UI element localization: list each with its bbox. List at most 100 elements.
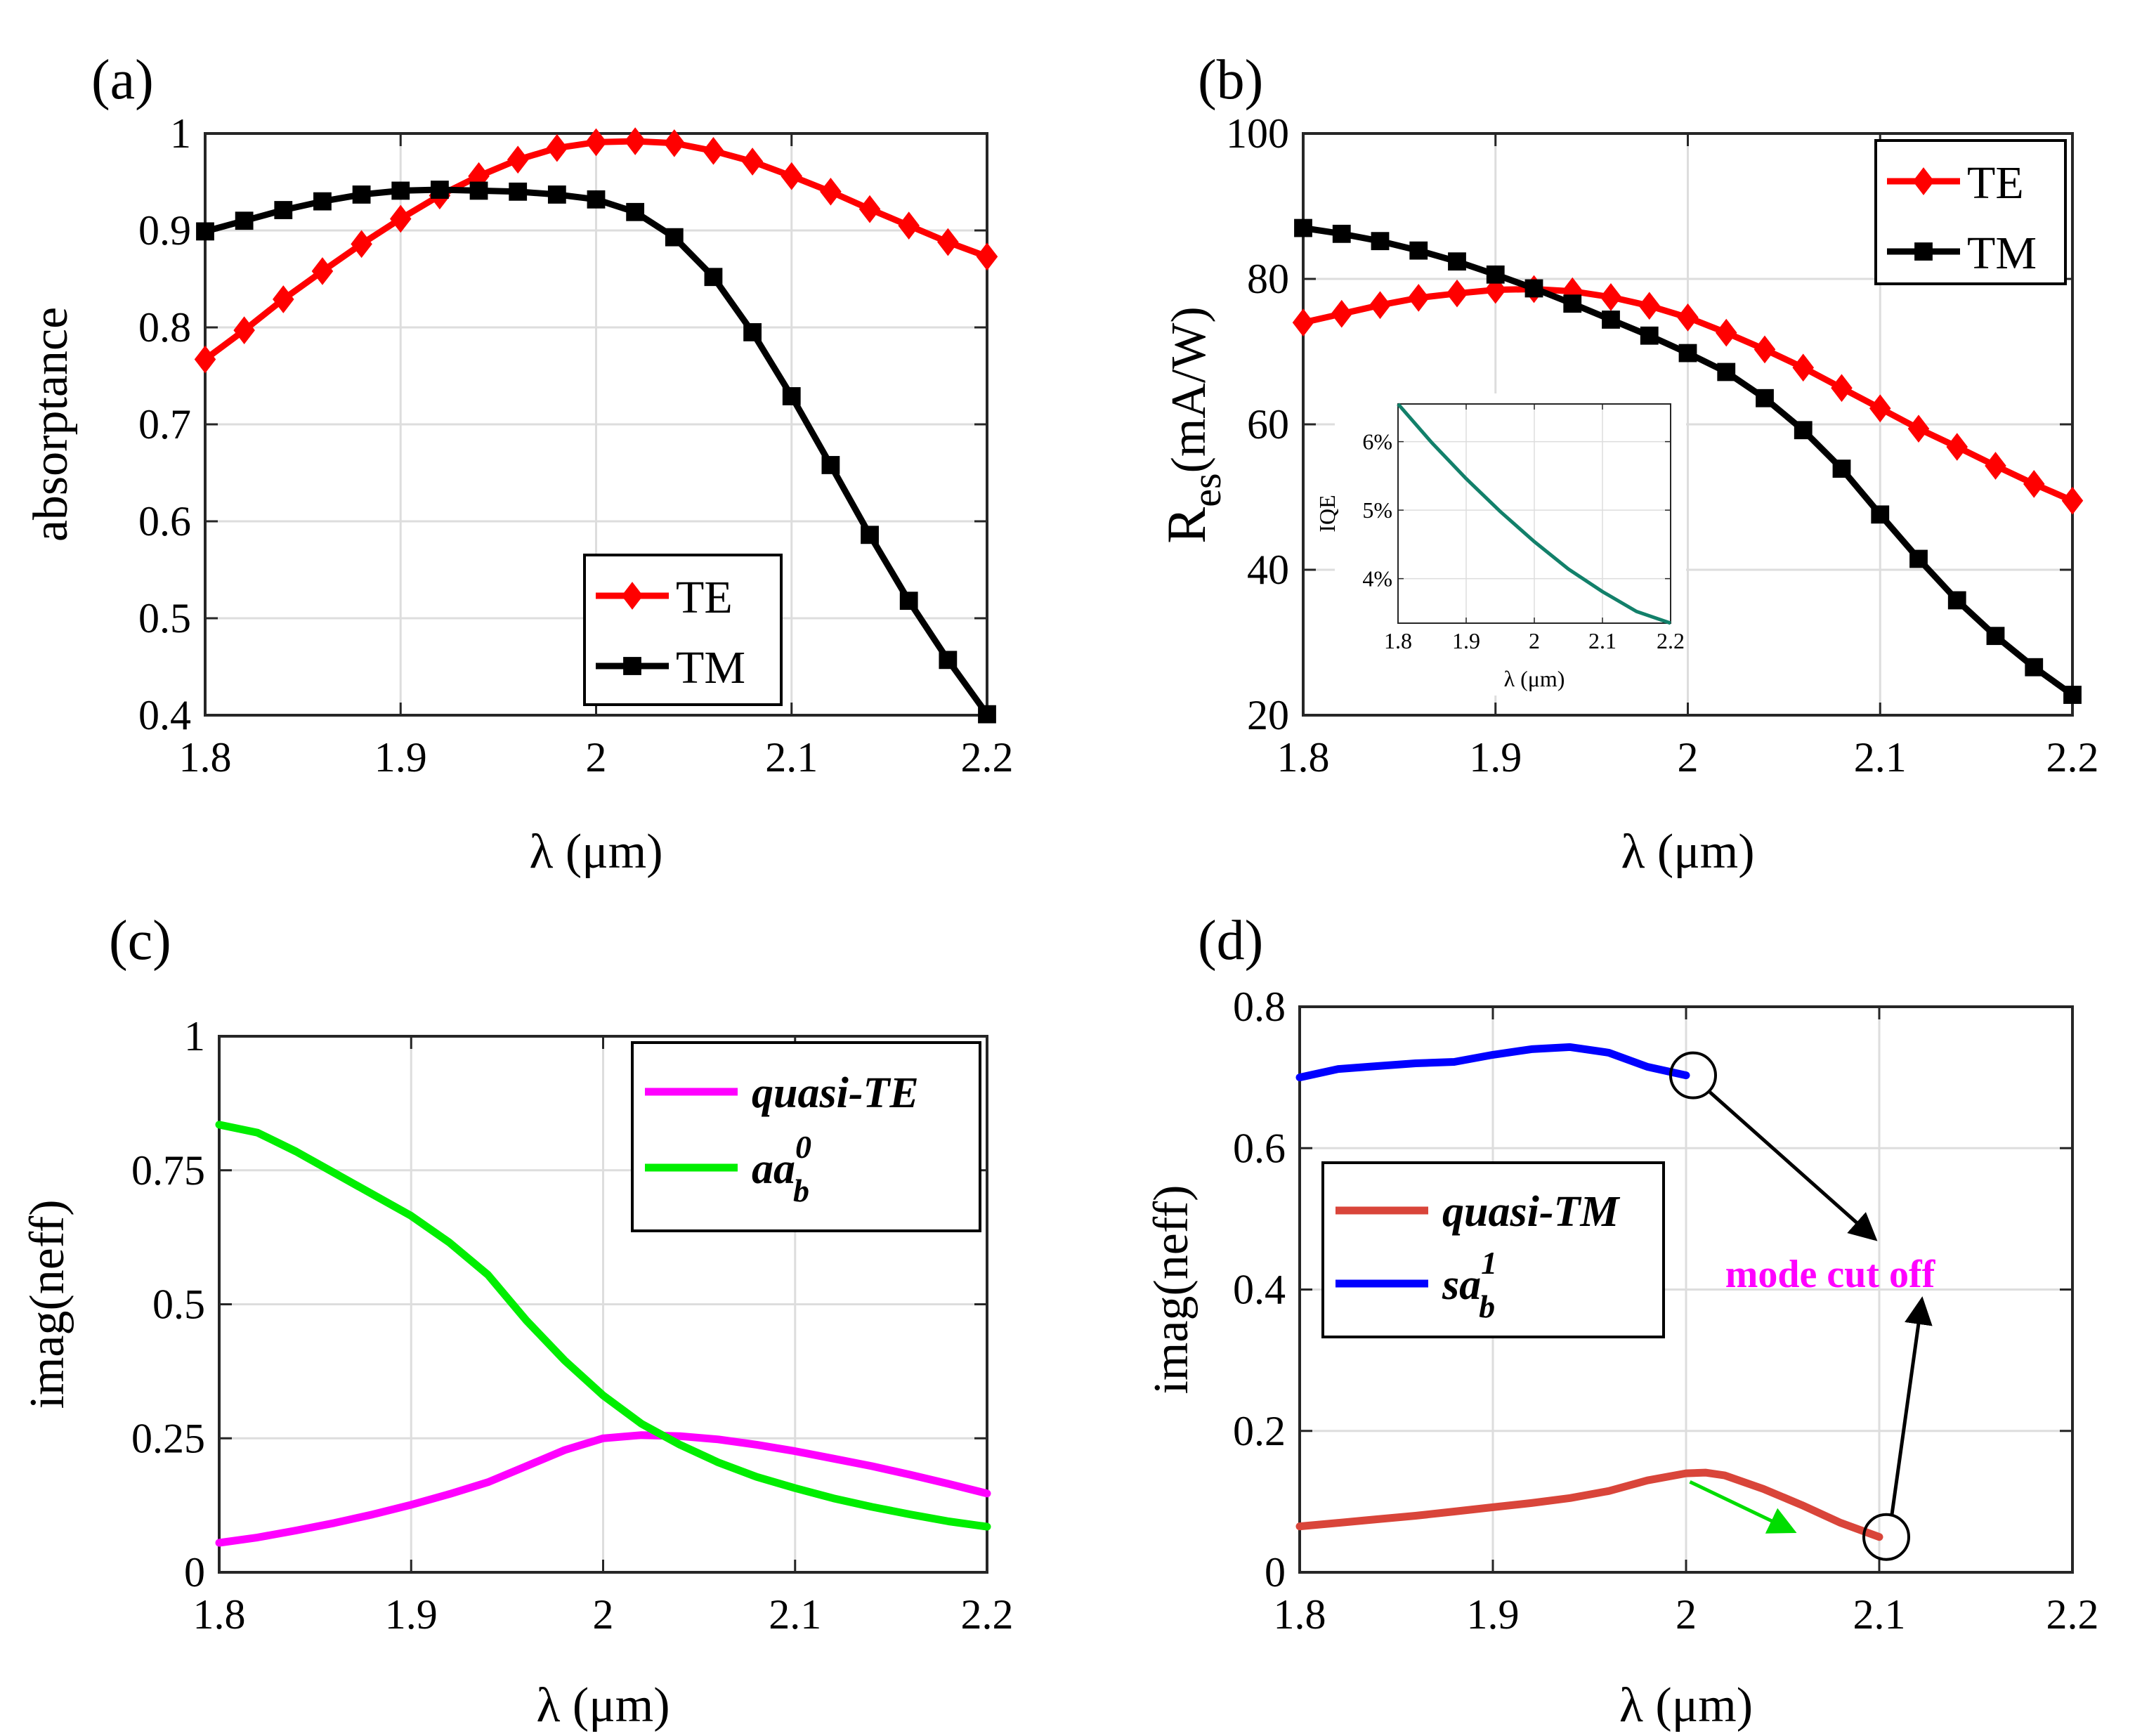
y-axis-label: Res(mA/W)	[1156, 306, 1229, 544]
data-point-TE	[1600, 283, 1622, 311]
data-point-TM	[2025, 658, 2044, 677]
y-tick-label: 0.75	[131, 1147, 205, 1194]
axes-frame	[1397, 403, 1671, 624]
x-tick-label: 1.9	[1452, 628, 1480, 653]
legend-label-quasi-TE: quasi-TE	[752, 1069, 919, 1117]
legend-label-sup: 0	[795, 1129, 811, 1165]
data-point-TE	[1407, 284, 1430, 312]
panel-label-d: (d)	[1198, 910, 1263, 972]
y-tick-label: 0	[184, 1549, 205, 1595]
data-point-TE	[898, 211, 920, 240]
y-axis-label: imag(neff)	[20, 1199, 74, 1409]
y-tick-label: 20	[1247, 692, 1289, 738]
data-point-TE	[1907, 415, 1930, 443]
data-point-TM	[391, 181, 410, 200]
x-tick-label: 2	[1529, 628, 1540, 653]
data-point-TE	[1754, 335, 1776, 364]
legend-box	[1874, 139, 2067, 285]
data-point-TM	[1909, 549, 1928, 568]
annotation-arrow	[1890, 1296, 1933, 1515]
data-point-TM	[1717, 363, 1736, 381]
data-point-TM	[1640, 326, 1659, 345]
data-point-TE	[663, 129, 686, 157]
axes-frame	[218, 1035, 988, 1574]
y-tick-label: 0.4	[138, 692, 191, 738]
data-point-TM	[782, 387, 801, 405]
panel-label-c: (c)	[109, 910, 171, 972]
data-point-TE	[624, 127, 646, 155]
y-axis-label-sub: es	[1184, 473, 1229, 507]
x-tick-label: 1.9	[1467, 1591, 1520, 1638]
y-tick-label: 0.25	[131, 1415, 205, 1461]
legend-box	[583, 554, 783, 706]
data-point-TE	[1985, 452, 2006, 480]
y-tick-label: 4%	[1362, 566, 1392, 592]
inset-background	[1335, 393, 1686, 696]
data-point-TE	[1292, 308, 1314, 337]
data-point-TM	[978, 705, 996, 724]
x-axis-label: λ (μm)	[536, 1678, 670, 1732]
y-tick-label: 40	[1247, 547, 1289, 593]
inset-x-axis-label: λ (μm)	[1504, 666, 1565, 691]
x-axis-label: λ (μm)	[529, 825, 662, 879]
data-point-TM	[861, 526, 879, 544]
x-axis-label: λ (μm)	[1621, 825, 1754, 879]
data-point-TE	[233, 316, 255, 344]
data-point-TM	[547, 185, 566, 204]
legend-label-TE: TE	[676, 572, 733, 623]
x-tick-label: 2.2	[961, 734, 1014, 781]
y-tick-label: 100	[1226, 110, 1289, 157]
x-tick-label: 2	[586, 734, 607, 781]
data-point-TM	[665, 228, 684, 247]
y-tick-label: 0.5	[138, 595, 191, 641]
x-tick-label: 1.8	[1384, 628, 1412, 653]
data-point-TE	[311, 257, 334, 285]
data-point-TM	[1371, 232, 1390, 251]
data-point-TM	[196, 222, 214, 241]
data-point-TE	[1677, 304, 1699, 332]
data-point-TE	[1869, 394, 1891, 423]
y-axis-label-main: R	[1156, 507, 1217, 544]
panel-a-axes: 1.8 1.9 2 2.1 2.2 0.4 0.5 0.6 0.7 0.8 0.9 1	[138, 110, 1014, 781]
legend-label-sa_b^1: sa1 b	[1442, 1245, 1497, 1324]
panel-label-a: (a)	[91, 49, 154, 111]
data-point-TE	[1715, 318, 1737, 347]
data-point-TE	[507, 145, 529, 174]
x-tick-label: 2	[593, 1591, 614, 1638]
x-axis-label: λ (μm)	[1619, 1678, 1753, 1732]
axes-frame	[1298, 1005, 2074, 1574]
trend-arrow	[1689, 1480, 1797, 1534]
y-tick-label: 1	[184, 1013, 205, 1059]
x-tick-label: 2.2	[961, 1591, 1014, 1638]
data-point-TM	[626, 202, 645, 221]
legend-label-base: sa	[1442, 1261, 1481, 1309]
x-tick-label: 1.8	[179, 734, 232, 781]
series-line-aa_b^0	[215, 1121, 991, 1531]
data-point-TM	[939, 651, 958, 670]
data-point-TE	[1946, 433, 1968, 461]
data-point-TE	[1831, 374, 1853, 403]
inset-y-axis-label: IQE	[1314, 495, 1340, 532]
data-point-TE	[1792, 353, 1815, 382]
data-point-TM	[1794, 421, 1813, 440]
series-line-sa_b^1	[1295, 1043, 1690, 1082]
panel-d-axes: 1.8 1.9 2 2.1 2.2 0 0.2 0.4 0.6 0.8	[1233, 984, 2099, 1638]
y-tick-label: 0.5	[152, 1281, 205, 1328]
y-tick-label: 1	[170, 110, 191, 157]
panel-label-b: (b)	[1198, 49, 1263, 111]
data-point-TE	[703, 136, 724, 165]
data-point-TE	[1331, 299, 1353, 328]
cutoff-circle-marker	[1862, 1513, 1910, 1561]
legend-label-sup: 1	[1481, 1245, 1497, 1281]
data-point-TM	[274, 201, 293, 219]
data-point-TM	[469, 181, 488, 200]
y-tick-label: 6%	[1362, 429, 1392, 455]
legend-label-quasi-TM: quasi-TM	[1442, 1188, 1620, 1236]
data-point-TE	[781, 162, 803, 190]
y-axis-label-unit: (mA/W)	[1162, 306, 1216, 473]
x-tick-label: 1.8	[1277, 734, 1330, 781]
legend-box	[1321, 1161, 1665, 1338]
x-tick-label: 2.2	[1657, 628, 1685, 653]
x-tick-label: 2.1	[1588, 628, 1617, 653]
